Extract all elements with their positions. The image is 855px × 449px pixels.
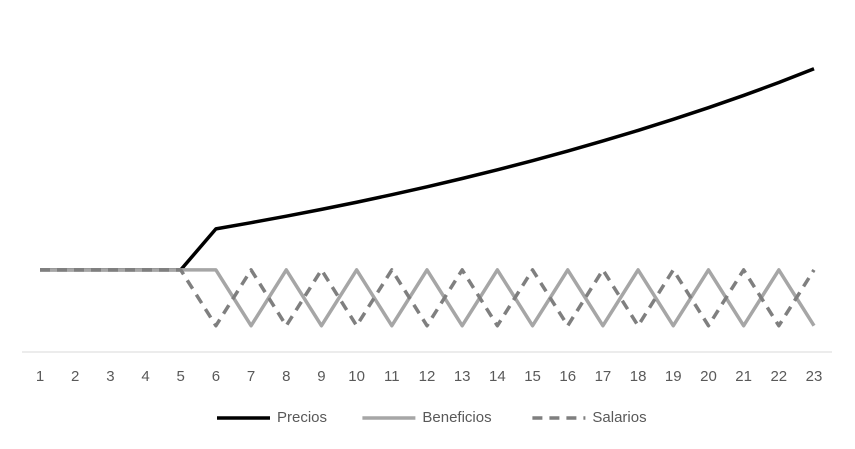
- x-tick-label: 14: [489, 368, 506, 385]
- x-tick-label: 15: [524, 368, 541, 385]
- x-tick-label: 16: [559, 368, 576, 385]
- x-tick-label: 22: [770, 368, 787, 385]
- x-tick-label: 11: [384, 368, 400, 385]
- x-tick-label: 23: [806, 368, 823, 385]
- x-tick-label: 8: [282, 368, 290, 385]
- series-line: [40, 67, 815, 272]
- x-tick-label: 12: [419, 368, 436, 385]
- x-tick-label: 13: [454, 368, 471, 385]
- x-tick-label: 5: [177, 368, 185, 385]
- series-line: [40, 268, 816, 328]
- legend-label: Beneficios: [422, 409, 491, 426]
- x-tick-label: 3: [106, 368, 114, 385]
- x-tick-label: 18: [630, 368, 647, 385]
- x-tick-label: 4: [141, 368, 149, 385]
- legend-label: Precios: [277, 409, 327, 426]
- x-tick-label: 17: [595, 368, 612, 385]
- x-tick-label: 21: [735, 368, 752, 385]
- x-tick-label: 19: [665, 368, 682, 385]
- x-tick-label: 1: [36, 368, 44, 385]
- x-tick-label: 9: [317, 368, 325, 385]
- x-tick-label: 20: [700, 368, 717, 385]
- series-line: [40, 268, 816, 328]
- x-tick-label: 6: [212, 368, 220, 385]
- x-tick-label: 7: [247, 368, 255, 385]
- x-tick-label: 2: [71, 368, 79, 385]
- x-tick-label: 10: [348, 368, 365, 385]
- legend-label: Salarios: [592, 409, 646, 426]
